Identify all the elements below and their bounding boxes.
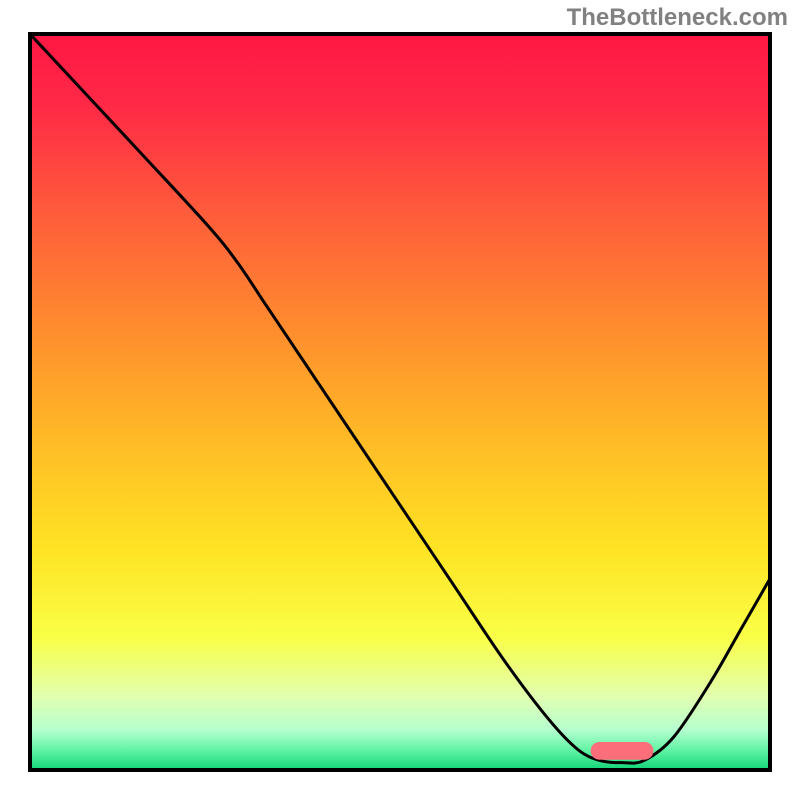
watermark-text: TheBottleneck.com xyxy=(567,4,788,32)
optimum-marker xyxy=(591,742,654,760)
root: { "meta": { "watermark_text": "TheBottle… xyxy=(0,0,800,800)
bottleneck-chart xyxy=(0,0,800,800)
plot-background xyxy=(30,34,770,770)
